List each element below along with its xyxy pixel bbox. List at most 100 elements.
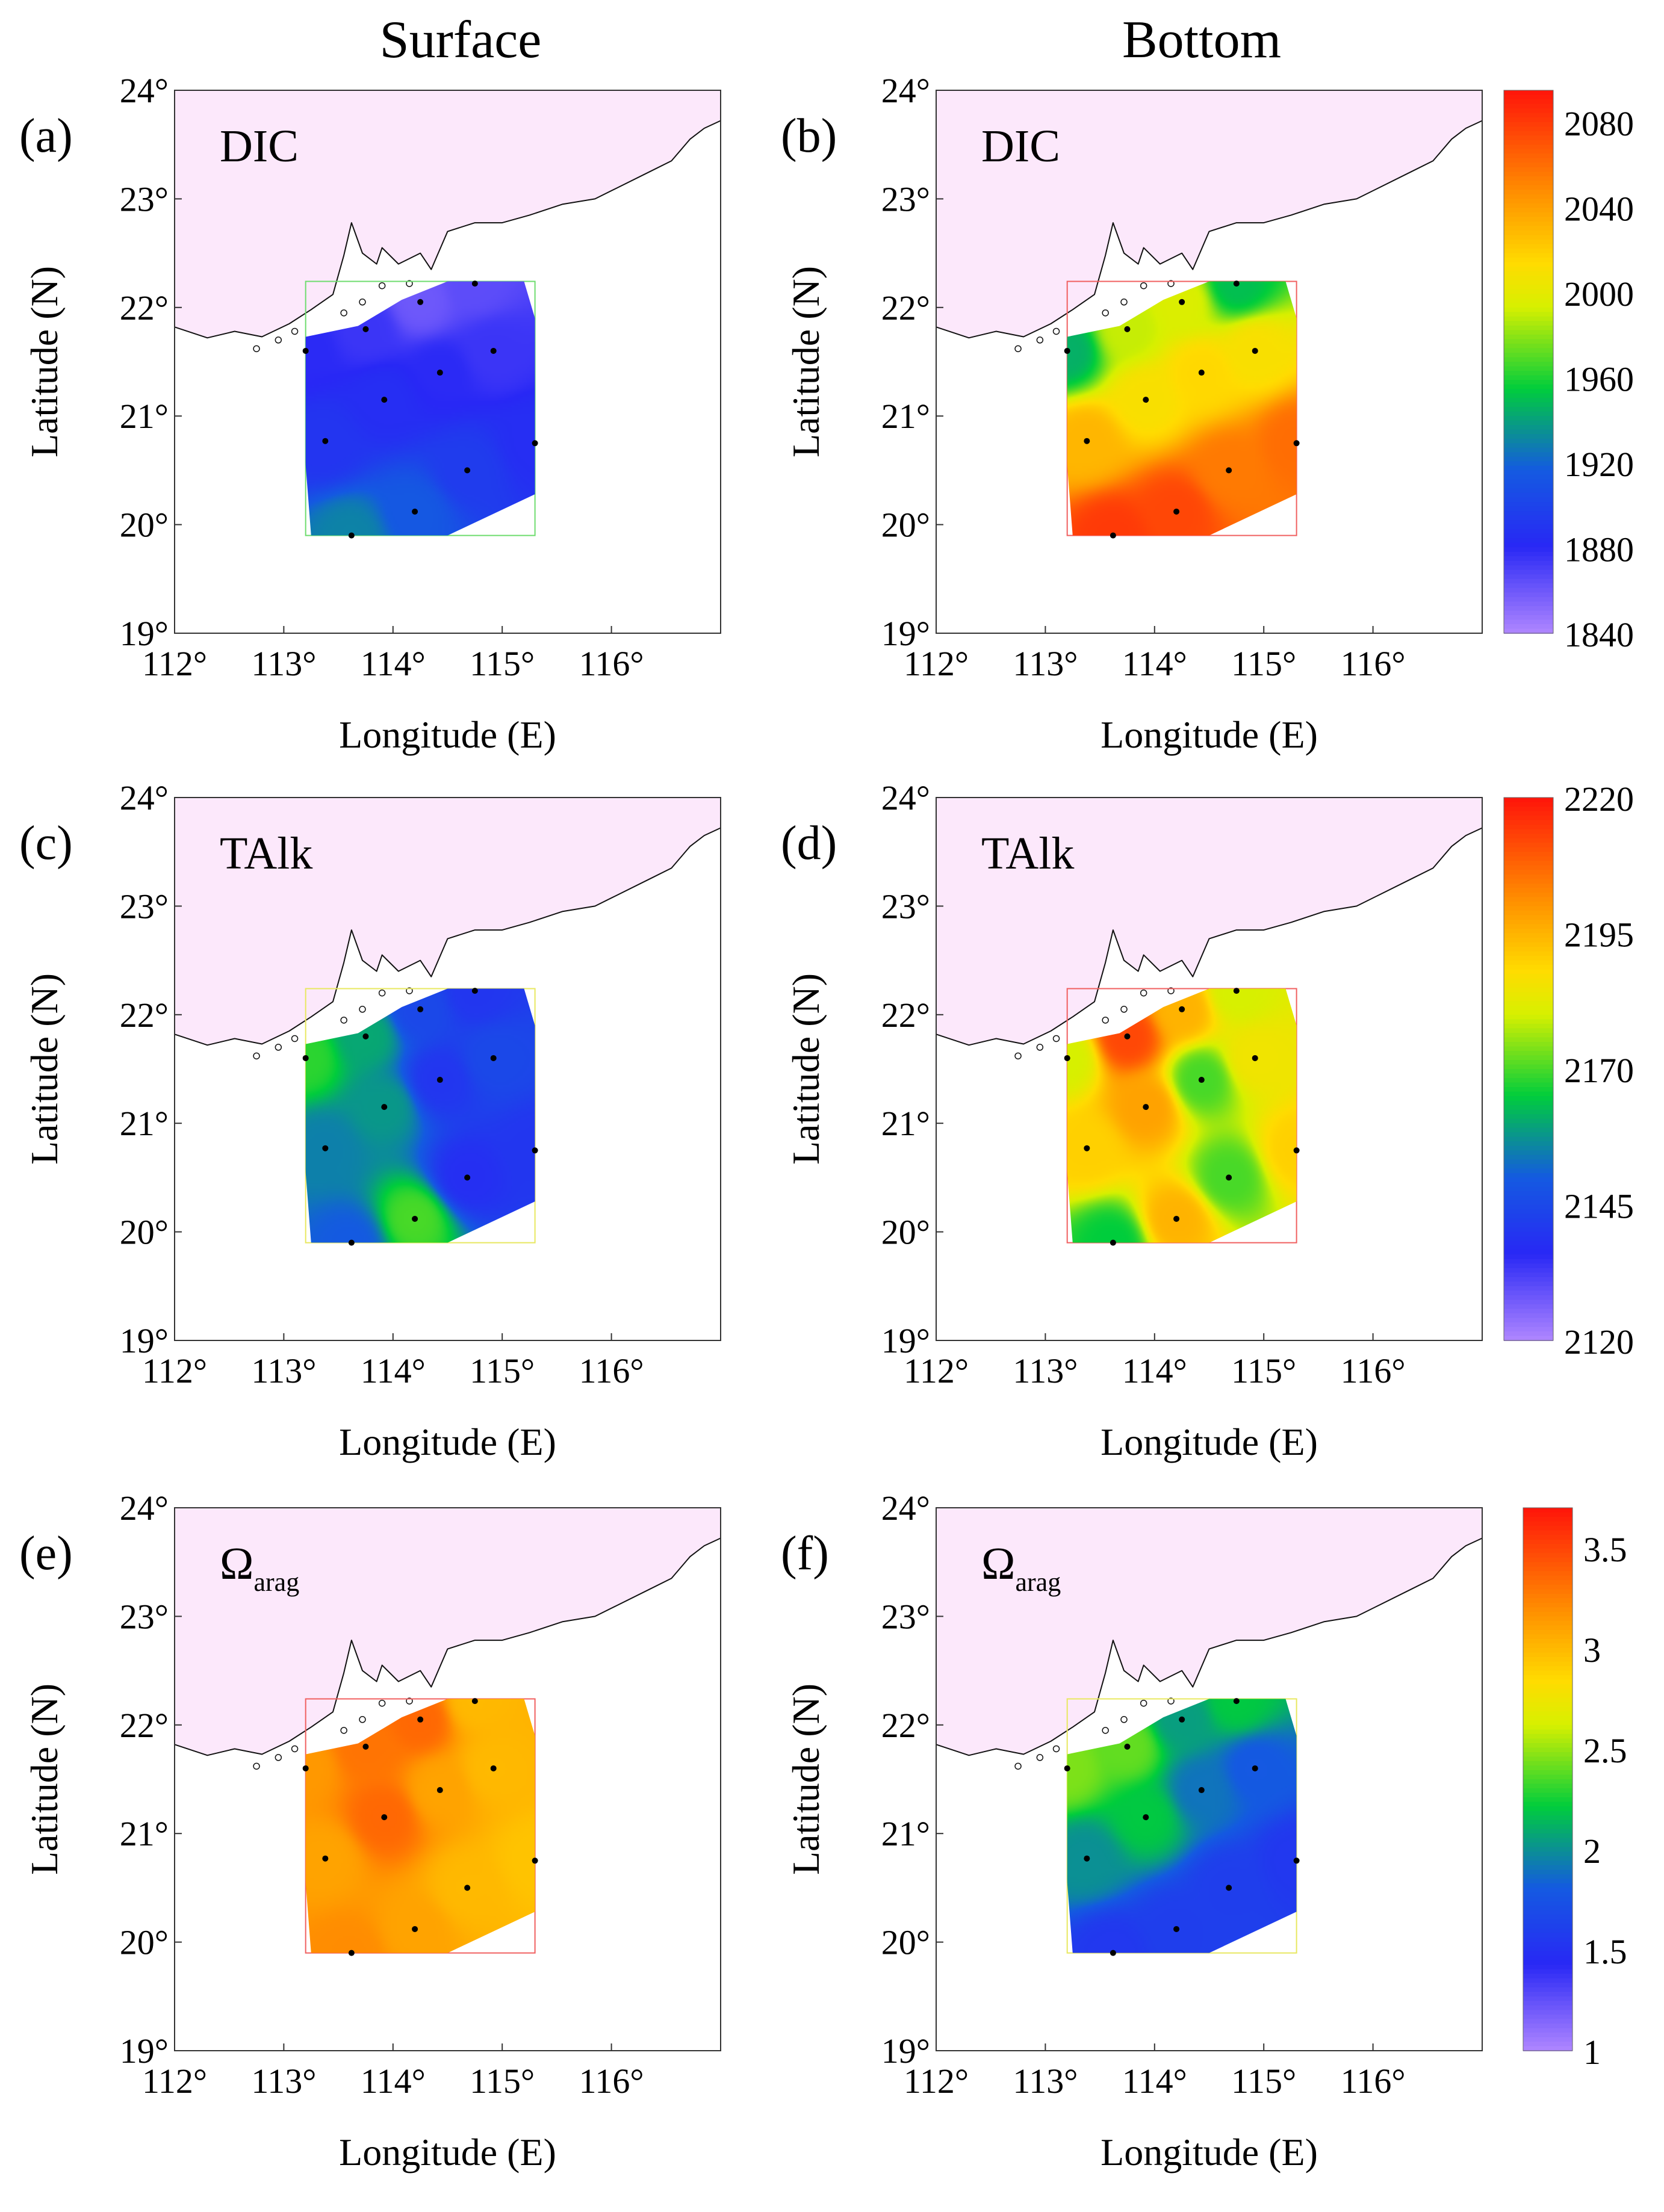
colorbar-step <box>1504 199 1553 204</box>
station-point <box>490 1055 497 1061</box>
colorbar-step <box>1504 610 1553 616</box>
y-tick-label: 24° <box>120 778 169 817</box>
x-tick-label: 115° <box>1231 644 1296 683</box>
station-point <box>1110 532 1116 539</box>
colorbar-step <box>1504 906 1553 911</box>
station-point <box>1198 1077 1205 1083</box>
colorbar-step <box>1504 511 1553 516</box>
colorbar-step <box>1504 901 1553 907</box>
x-tick-label: 116° <box>1341 1351 1406 1390</box>
colorbar-step <box>1523 1598 1572 1603</box>
x-tick-label: 113° <box>1013 2062 1078 2101</box>
station-point <box>1110 1239 1116 1246</box>
map-frame <box>174 797 721 1341</box>
colorbar-step <box>1523 1752 1572 1758</box>
station-point <box>1252 1765 1258 1771</box>
colorbar-step <box>1504 285 1553 290</box>
panel-label: (c) <box>19 817 73 870</box>
colorbar-tick-label: 2 <box>1583 1832 1601 1871</box>
colorbar-step <box>1504 144 1553 150</box>
colorbar-step <box>1504 1245 1553 1251</box>
colorbar-step <box>1504 1078 1553 1083</box>
colorbar-step <box>1523 2023 1572 2029</box>
station-point <box>302 1765 309 1771</box>
colorbar-step <box>1504 807 1553 812</box>
island <box>1014 1762 1022 1770</box>
colorbar-step <box>1504 624 1553 630</box>
colorbar-step <box>1523 1580 1572 1585</box>
colorbar-step <box>1504 556 1553 562</box>
colorbar-step <box>1504 343 1553 349</box>
colorbar-step <box>1504 1082 1553 1088</box>
colorbar-step <box>1504 502 1553 507</box>
y-tick-label: 23° <box>120 887 169 926</box>
colorbar-frame <box>1523 1507 1573 2051</box>
colorbar-step <box>1504 465 1553 471</box>
colorbar-step <box>1504 1250 1553 1256</box>
island <box>1120 299 1128 306</box>
station-point <box>1198 370 1205 376</box>
colorbar-step <box>1504 615 1553 621</box>
interpolated-field <box>1067 1699 1297 1953</box>
colorbar-step <box>1523 1906 1572 1911</box>
colorbar-step <box>1504 1295 1553 1301</box>
y-tick-label: 24° <box>881 778 930 817</box>
colorbar-step <box>1523 1733 1572 1740</box>
interpolated-field <box>1067 988 1297 1243</box>
island <box>1014 345 1022 353</box>
colorbar-step <box>1504 825 1553 830</box>
x-tick-label: 115° <box>470 644 535 683</box>
island <box>1036 1044 1044 1051</box>
y-tick-label: 23° <box>120 1597 169 1636</box>
colorbar-step <box>1504 316 1553 322</box>
colorbar-step <box>1504 425 1553 430</box>
colorbar-step <box>1504 520 1553 525</box>
colorbar-step <box>1504 1173 1553 1179</box>
colorbar-step <box>1504 811 1553 817</box>
colorbar-step <box>1504 352 1553 358</box>
colorbar-step <box>1523 1548 1572 1554</box>
colorbar-step <box>1504 325 1553 331</box>
colorbar-step <box>1523 1629 1572 1635</box>
station-point <box>381 1104 388 1111</box>
station-point <box>412 1215 418 1222</box>
island <box>340 309 347 317</box>
colorbar-step <box>1523 1938 1572 1943</box>
colorbar-step <box>1504 1331 1553 1337</box>
colorbar-step <box>1504 1318 1553 1323</box>
colorbar-step <box>1504 330 1553 335</box>
station-point <box>1226 1174 1232 1181</box>
y-tick-label: 19° <box>881 614 930 653</box>
x-tick-label: 115° <box>470 1351 535 1390</box>
x-tick-label: 115° <box>1231 1351 1296 1390</box>
colorbar-step <box>1504 90 1553 96</box>
island <box>253 1762 260 1770</box>
x-tick-label: 113° <box>1013 644 1078 683</box>
colorbar-step <box>1504 883 1553 889</box>
colorbar-step <box>1523 1747 1572 1753</box>
y-tick-label: 20° <box>120 1213 169 1252</box>
colorbar-step <box>1504 938 1553 943</box>
colorbar-step <box>1523 1806 1572 1812</box>
colorbar-step <box>1504 802 1553 808</box>
colorbar-step <box>1504 1222 1553 1228</box>
colorbar-step <box>1523 1562 1572 1567</box>
island <box>1167 987 1175 994</box>
station-point <box>302 347 309 354</box>
colorbar-step <box>1504 1327 1553 1332</box>
colorbar-step <box>1504 298 1553 304</box>
y-tick-label: 20° <box>120 1923 169 1962</box>
colorbar-step <box>1504 542 1553 548</box>
colorbar-step <box>1504 1037 1553 1042</box>
colorbar-step <box>1504 131 1553 137</box>
panel-label: (e) <box>19 1527 73 1580</box>
colorbar-step <box>1504 1204 1553 1210</box>
station-point <box>1173 1925 1180 1932</box>
colorbar-step <box>1504 987 1553 993</box>
colorbar-step <box>1504 122 1553 128</box>
colorbar-step <box>1504 983 1553 988</box>
island <box>291 1745 299 1753</box>
y-tick-label: 19° <box>120 614 169 653</box>
panels-group: 112° 113° 114° 115° 116° 19° 20° 21° 22° 23° 24° Lo… <box>19 71 1483 2173</box>
colorbar-step <box>1523 1684 1572 1690</box>
